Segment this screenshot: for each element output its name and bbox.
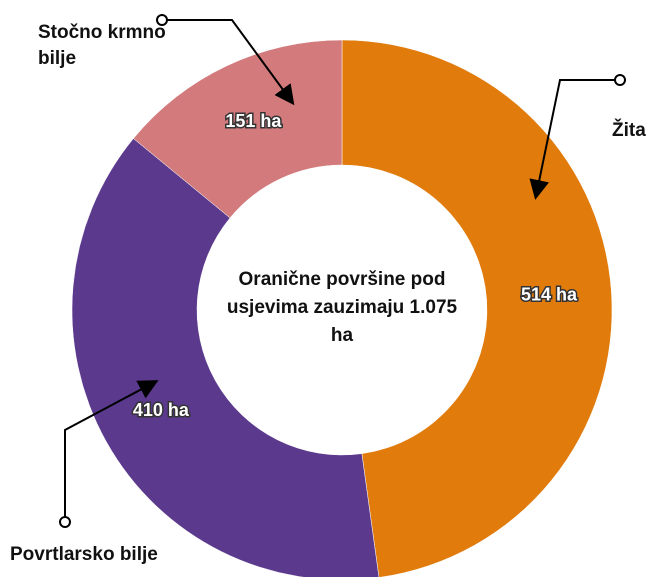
leader-lines (59, 14, 626, 528)
value-label: 151 ha (225, 111, 282, 131)
value-label: 514 ha (521, 285, 578, 305)
category-label: Povrtlarsko bilje (10, 544, 158, 565)
category-label: Stočno krmno bilje (38, 22, 166, 69)
value-label: 410 ha (133, 400, 190, 420)
slice (71, 138, 380, 577)
category-label: Žita (612, 120, 646, 141)
center-text: Oranične površine pod usjevima zauzimaju… (226, 269, 458, 346)
